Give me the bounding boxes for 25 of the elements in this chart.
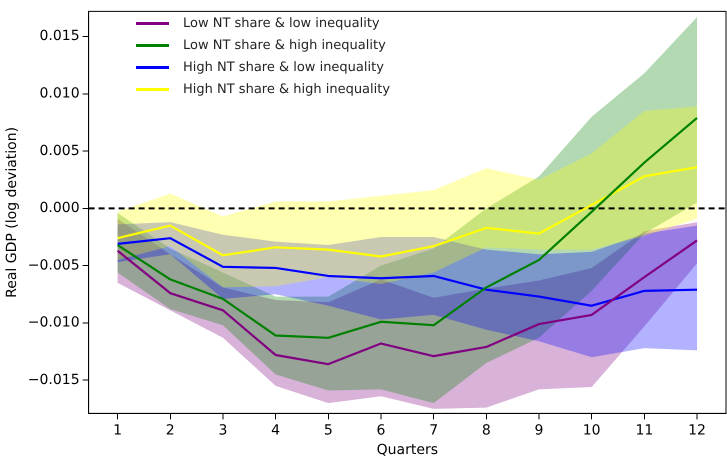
x-tick-label: 8 [482,422,491,438]
legend-label: Low NT share & low inequality [183,16,380,30]
x-tick-label: 6 [376,422,386,438]
y-tick-label: 0.000 [40,200,80,216]
y-tick-label: 0.015 [40,28,80,44]
x-tick-label: 9 [534,422,544,438]
legend-label: High NT share & high inequality [183,82,390,96]
y-tick-label: 0.005 [40,142,80,159]
x-tick-label: 12 [688,422,706,438]
y-tick-label: 0.010 [40,86,80,102]
x-tick-label: 5 [324,422,333,438]
x-tick-label: 11 [635,422,654,438]
y-tick-label: −0.015 [28,372,80,388]
y-axis-title: Real GDP (log deviation) [4,126,20,298]
x-tick-label: 7 [429,422,438,438]
y-tick-label: −0.005 [28,257,80,274]
legend-label: High NT share & low inequality [183,60,384,74]
x-tick-label: 10 [582,422,601,438]
x-tick-label: 4 [271,422,280,438]
x-axis-title: Quarters [376,442,438,458]
x-tick-label: 2 [166,422,175,438]
x-tick-label: 1 [113,422,122,438]
legend-label: Low NT share & high inequality [183,38,386,52]
x-tick-label: 3 [218,422,228,438]
y-tick-label: −0.010 [28,314,80,331]
